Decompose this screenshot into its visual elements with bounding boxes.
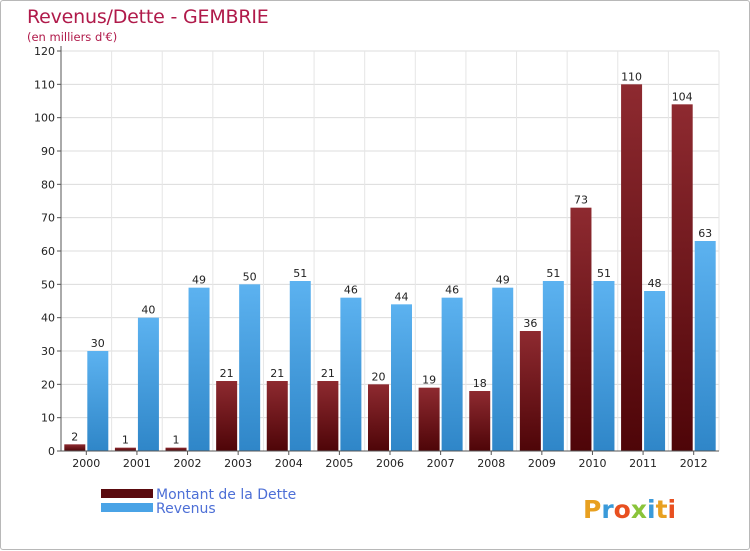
bar-debt — [671, 104, 693, 451]
y-tick-label: 110 — [34, 78, 55, 91]
data-label-debt: 20 — [372, 370, 386, 383]
bar-debt — [570, 207, 592, 451]
y-tick-label: 90 — [41, 145, 55, 158]
bar-revenue — [289, 281, 311, 451]
y-tick-label: 40 — [41, 312, 55, 325]
bar-revenue — [87, 351, 109, 451]
data-label-debt: 110 — [621, 70, 642, 83]
bars-group: 2 30 1 40 1 49 21 50 21 51 21 46 20 44 19 46 18 49 36 51 73 5… — [64, 70, 716, 451]
bar-debt — [418, 387, 440, 451]
bar-debt — [469, 391, 491, 451]
x-axis: 2000 2001 2002 2003 2004 2005 2006 2007 2008 2009… — [61, 450, 719, 470]
x-tick-label: 2009 — [528, 457, 556, 470]
bar-debt — [519, 331, 541, 451]
x-tick-label: 2003 — [224, 457, 252, 470]
y-axis: 0 10 20 30 40 50 60 70 80 90 100 110 120 — [34, 45, 62, 458]
data-label-revenue: 50 — [243, 270, 257, 283]
y-tick-label: 0 — [48, 445, 55, 458]
data-label-revenue: 49 — [192, 274, 206, 287]
bar-revenue — [188, 287, 210, 451]
gridlines — [60, 50, 720, 452]
x-tick-label: 2008 — [477, 457, 505, 470]
bar-revenue — [542, 281, 564, 451]
data-label-revenue: 40 — [141, 304, 155, 317]
bar-debt — [165, 447, 187, 451]
bar-debt — [216, 381, 238, 451]
proxiti-logo: Proxiti — [583, 495, 676, 524]
bar-debt — [317, 381, 339, 451]
bar-revenue — [137, 317, 159, 451]
y-tick-label: 20 — [41, 378, 55, 391]
x-tick-label: 2006 — [376, 457, 404, 470]
bar-revenue — [340, 297, 362, 451]
data-label-revenue: 44 — [395, 290, 409, 303]
legend-label-debt: Montant de la Dette — [156, 487, 296, 503]
y-tick-label: 70 — [41, 212, 55, 225]
data-label-debt: 21 — [321, 367, 335, 380]
bar-revenue — [391, 304, 412, 451]
data-label-debt: 21 — [270, 367, 284, 380]
y-tick-label: 120 — [34, 45, 55, 58]
data-label-debt: 36 — [523, 317, 537, 330]
y-tick-label: 80 — [41, 178, 55, 191]
bar-debt — [266, 381, 288, 451]
data-label-revenue: 46 — [445, 284, 459, 297]
data-label-debt: 1 — [122, 434, 129, 447]
y-tick-label: 60 — [41, 245, 55, 258]
y-tick-label: 100 — [34, 112, 55, 125]
bar-revenue — [239, 284, 261, 451]
bar-revenue — [492, 287, 514, 451]
bar-revenue — [593, 281, 615, 451]
data-label-debt: 19 — [422, 374, 436, 387]
legend-swatch-debt — [101, 489, 153, 498]
y-tick-label: 30 — [41, 345, 55, 358]
x-tick-label: 2001 — [123, 457, 151, 470]
bar-revenue — [441, 297, 463, 451]
data-label-revenue: 63 — [698, 227, 712, 240]
chart-subtitle: (en milliers d'€) — [27, 30, 118, 44]
x-tick-label: 2012 — [680, 457, 708, 470]
x-tick-label: 2010 — [578, 457, 606, 470]
data-label-revenue: 30 — [91, 337, 105, 350]
data-label-revenue: 51 — [597, 267, 611, 280]
data-label-revenue: 46 — [344, 284, 358, 297]
x-tick-label: 2011 — [629, 457, 657, 470]
x-tick-label: 2000 — [72, 457, 100, 470]
data-label-revenue: 48 — [648, 277, 662, 290]
data-label-debt: 21 — [220, 367, 234, 380]
legend-swatch-revenue — [101, 503, 153, 512]
bar-debt — [621, 84, 643, 451]
y-tick-label: 10 — [41, 412, 55, 425]
bar-revenue — [694, 241, 716, 451]
bar-debt — [114, 447, 136, 451]
bar-revenue — [644, 291, 666, 451]
data-label-revenue: 49 — [496, 274, 510, 287]
data-label-debt: 1 — [173, 434, 180, 447]
legend-label-revenue: Revenus — [156, 501, 216, 517]
x-tick-label: 2007 — [427, 457, 455, 470]
data-label-debt: 2 — [71, 430, 78, 443]
data-label-debt: 18 — [473, 377, 487, 390]
x-tick-label: 2004 — [275, 457, 303, 470]
bar-debt — [64, 444, 86, 451]
x-tick-label: 2005 — [325, 457, 353, 470]
x-tick-label: 2002 — [174, 457, 202, 470]
data-label-revenue: 51 — [293, 267, 307, 280]
chart-title: Revenus/Dette - GEMBRIE — [27, 6, 269, 28]
data-label-debt: 104 — [672, 90, 693, 103]
data-label-debt: 73 — [574, 194, 588, 207]
bar-debt — [368, 384, 389, 451]
logo-text: Proxiti — [583, 495, 676, 524]
y-tick-label: 50 — [41, 278, 55, 291]
data-label-revenue: 51 — [546, 267, 560, 280]
